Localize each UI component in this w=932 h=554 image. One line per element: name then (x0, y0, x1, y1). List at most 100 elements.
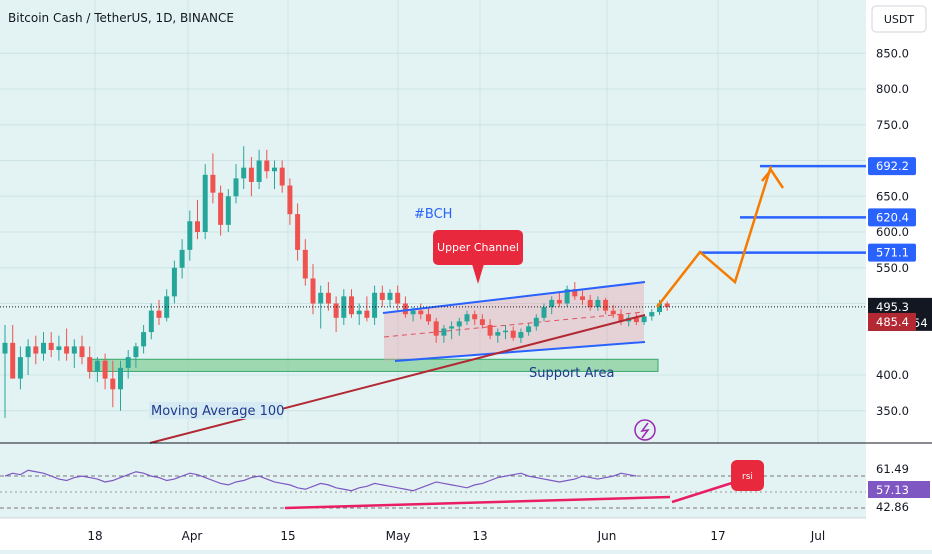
candle-body (225, 196, 231, 225)
candle-body (10, 342, 16, 379)
time-tick-label: 17 (710, 529, 725, 543)
candle-body (202, 174, 208, 232)
time-tick-label: Jun (597, 529, 617, 543)
rsi-level-low: 42.86 (876, 500, 909, 514)
candle-body (649, 312, 655, 317)
rsi-line (4, 469, 637, 492)
price-level-value: 571.1 (876, 246, 909, 260)
channel-midline (383, 311, 645, 338)
candle-body (610, 310, 616, 315)
rsi-level-high: 61.49 (876, 462, 909, 476)
price-level-tag (868, 208, 916, 227)
candle-body (25, 346, 31, 358)
price-tick-label: 650.0 (876, 189, 909, 203)
upper-channel-label: Upper Channel (437, 241, 519, 254)
candle-body (102, 360, 108, 379)
candle-body (479, 319, 485, 325)
support-area-label: Support Area (529, 366, 614, 381)
candle-body (364, 310, 370, 318)
candle-body (372, 292, 378, 318)
candle-body (664, 303, 670, 308)
price-level-tag (868, 243, 916, 262)
candle-body (71, 346, 77, 354)
time-axis-ticks: 18 Apr 15 May 13 Jun 17 Jul (87, 529, 825, 543)
time-tick-label: Apr (182, 529, 203, 543)
moving-average-label: Moving Average 100 (151, 404, 284, 419)
time-tick-label: 15 (280, 529, 295, 543)
rsi-level-current: 57.13 (876, 483, 909, 497)
ma-value-tag (868, 312, 916, 331)
candle-body (141, 332, 147, 347)
chart-title: Bitcoin Cash / TetherUS, 1D, BINANCE (8, 11, 234, 25)
currency-label[interactable]: USDT (884, 13, 915, 26)
candle-body (541, 307, 547, 318)
candle-body (48, 342, 54, 350)
price-axis-ticks: 850.0 800.0 750.0 650.0 600.0 550.0 400.0 350.0 (876, 46, 909, 418)
candle-body (449, 326, 455, 329)
candle-body (87, 357, 93, 372)
candle-body (641, 316, 647, 323)
rsi-value-tag (868, 481, 930, 498)
candle-body (556, 299, 562, 304)
price-axis-background (866, 0, 932, 550)
time-tick-label: May (386, 529, 411, 543)
candle-body (433, 321, 439, 336)
candle-body (487, 324, 493, 336)
currency-button[interactable]: USDT (871, 5, 927, 33)
time-tick-label: Jul (810, 529, 825, 543)
candle-body (2, 342, 8, 354)
grid (0, 0, 866, 518)
candle-body (402, 303, 408, 315)
candle-body (125, 357, 131, 368)
candle-body (503, 330, 508, 333)
candle-body (17, 357, 23, 379)
candle-body (633, 317, 639, 323)
candle-body (94, 360, 100, 372)
candle-body (156, 310, 162, 318)
candle-body (325, 292, 331, 304)
price-tick-label: 350.0 (876, 404, 909, 418)
price-level-tag (868, 157, 916, 176)
candle-body (272, 167, 277, 172)
candle-body (295, 214, 301, 250)
price-tick-label: 800.0 (876, 82, 909, 96)
time-tick-label: 18 (87, 529, 102, 543)
candle-body (580, 296, 585, 300)
candle-body (518, 332, 524, 338)
time-axis-background (0, 518, 866, 550)
candle-body (256, 160, 262, 182)
candle-body (33, 346, 39, 354)
candle-body (618, 314, 624, 322)
candle-body (195, 221, 200, 232)
bch-tag: #BCH (414, 207, 452, 222)
candle-body (56, 346, 62, 350)
candle-body (318, 292, 324, 304)
candle-body (241, 167, 247, 179)
candle-body (110, 378, 116, 390)
candle-body (549, 299, 555, 308)
candle-body (495, 332, 501, 336)
candle-body (379, 292, 385, 300)
candle-body (426, 314, 431, 322)
candle-body (218, 192, 224, 225)
price-tick-label: 550.0 (876, 261, 909, 275)
price-tick-label: 850.0 (876, 46, 909, 60)
candle-body (279, 167, 285, 186)
candle-body (179, 249, 185, 268)
lightning-icon[interactable] (634, 419, 656, 441)
candle-body (595, 299, 601, 308)
projection-arrowhead (761, 167, 785, 189)
candle-body (118, 367, 123, 390)
channel-upper-line (382, 281, 646, 314)
price-level-value: 692.2 (876, 159, 909, 173)
candles (2, 146, 670, 418)
channel-fill (384, 282, 644, 361)
candle-body (572, 289, 578, 297)
candle-body (603, 299, 609, 311)
candle-body (472, 314, 478, 320)
candle-body (287, 185, 293, 215)
current-price-value: 495.3 (876, 300, 909, 314)
